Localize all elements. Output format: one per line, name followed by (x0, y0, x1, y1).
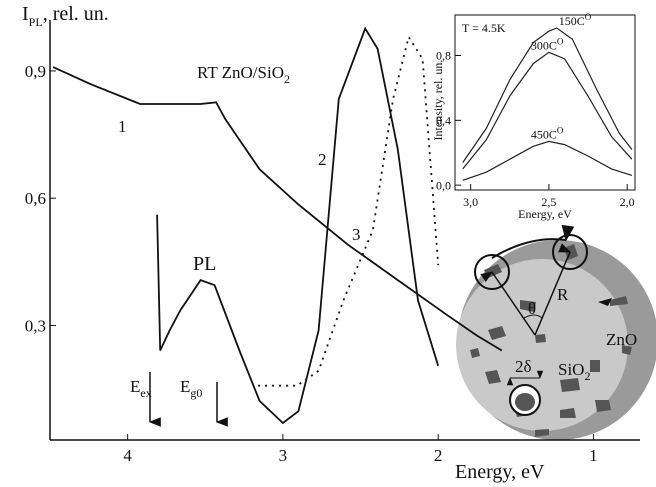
series-line (462, 51, 633, 170)
sphere-core (456, 259, 628, 431)
curve-label: 1 (118, 117, 127, 136)
text: RT ZnO/SiO (197, 63, 284, 82)
curve-label: 2 (318, 150, 327, 169)
x-tick-label: 2,0 (620, 195, 635, 209)
inset-frame (454, 14, 636, 191)
text: , rel. un. (43, 3, 109, 25)
y-tick-label: 0,4 (436, 114, 451, 128)
x-tick-label: 3 (279, 446, 288, 465)
radius-label: R (557, 285, 569, 304)
main-annotations: IPL, rel. un. Energy, eV RT ZnO/SiO2 1 2… (22, 3, 545, 483)
text: E (180, 377, 190, 396)
eex-label: Eex (130, 377, 152, 400)
y-tick-label: 0,8 (436, 49, 451, 63)
series-name: 300C (531, 38, 557, 52)
y-tick-label: 0,3 (25, 316, 46, 335)
subscript: 2 (284, 72, 290, 86)
inset-y-title: Intensity, rel. un. (431, 60, 445, 141)
series-line (462, 140, 633, 181)
x-tick-label: 3,0 (463, 195, 478, 209)
text: E (130, 377, 140, 396)
text: I (22, 3, 29, 25)
superscript: O (557, 36, 564, 46)
x-tick-label: 2,5 (541, 195, 556, 209)
series-line (156, 26, 440, 425)
series-label: 300CO (531, 36, 564, 52)
delta-label: 2δ (515, 357, 532, 376)
zno-label: ZnO (606, 330, 637, 349)
series-name: 450C (531, 127, 557, 141)
series-name: 150C (559, 14, 585, 28)
series-line (258, 34, 440, 387)
series-label: 450CO (531, 125, 564, 141)
subscript: ex (140, 386, 151, 400)
subscript: PL (29, 15, 43, 29)
text: SiO (558, 360, 584, 379)
x-axis-title: Energy, eV (455, 461, 545, 483)
diagram: R θ ZnO SiO2 2δ (456, 224, 656, 440)
sample-label: RT ZnO/SiO2 (197, 63, 290, 86)
inset-x-title: Energy, eV (518, 207, 572, 221)
eg0-label: Eg0 (180, 377, 202, 400)
y-tick-label: 0,6 (25, 189, 46, 208)
y-tick-label: 0,0 (436, 178, 451, 192)
y-axis-title: IPL, rel. un. (22, 3, 109, 29)
series-line (462, 27, 633, 163)
x-tick-label: 4 (123, 446, 132, 465)
sio2-label: SiO2 (558, 360, 590, 383)
superscript: O (557, 125, 564, 135)
subscript: g0 (190, 386, 202, 400)
x-tick-label: 2 (434, 446, 443, 465)
pl-label: PL (193, 253, 216, 275)
series-label: 150CO (559, 12, 592, 28)
series-line (52, 66, 503, 352)
y-tick-label: 0,9 (25, 62, 46, 81)
subscript: 2 (584, 369, 590, 383)
inset-note: T = 4.5K (462, 21, 506, 35)
curve-label: 3 (352, 225, 361, 244)
x-tick-label: 1 (589, 446, 598, 465)
angle-label: θ (528, 299, 536, 318)
superscript: O (585, 12, 592, 22)
